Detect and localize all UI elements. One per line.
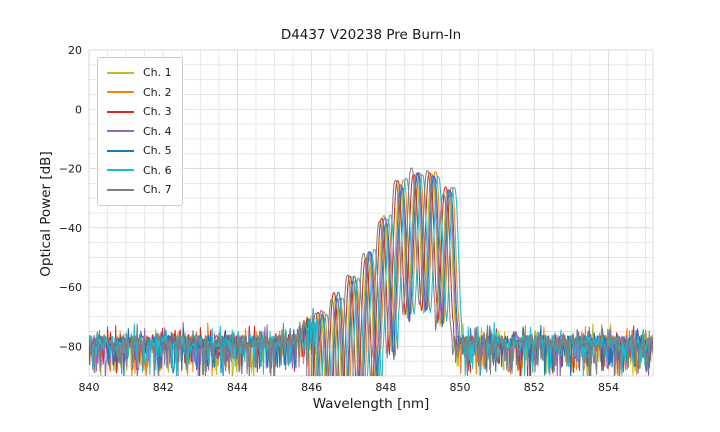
legend-line-swatch	[107, 130, 134, 133]
legend-item-label: Ch. 7	[143, 183, 172, 197]
legend-line-swatch	[107, 149, 134, 152]
legend-item-ch-3: Ch. 3	[107, 102, 172, 122]
legend-item-ch-5: Ch. 5	[107, 141, 172, 161]
legend-item-label: Ch. 1	[143, 66, 172, 80]
x-axis-label: Wavelength [nm]	[312, 396, 430, 412]
legend-item-label: Ch. 6	[143, 163, 172, 177]
legend-item-ch-1: Ch. 1	[107, 63, 172, 83]
legend-item-ch-6: Ch. 6	[107, 161, 172, 181]
legend-item-label: Ch. 4	[143, 124, 172, 138]
y-axis-label: Optical Power [dB]	[38, 151, 54, 277]
legend-item-label: Ch. 3	[143, 105, 172, 119]
legend-item-ch-2: Ch. 2	[107, 83, 172, 103]
legend-line-swatch	[107, 110, 134, 113]
legend-item-ch-4: Ch. 4	[107, 122, 172, 142]
legend: Ch. 1 Ch. 2 Ch. 3 Ch. 4 Ch. 5 Ch. 6 Ch. 7	[97, 57, 183, 206]
legend-line-swatch	[107, 71, 134, 74]
legend-line-swatch	[107, 169, 134, 172]
legend-line-swatch	[107, 91, 134, 94]
legend-item-ch-7: Ch. 7	[107, 180, 172, 200]
legend-item-label: Ch. 2	[143, 85, 172, 99]
legend-item-label: Ch. 5	[143, 144, 172, 158]
chart-title: D4437 V20238 Pre Burn-In	[280, 27, 462, 43]
legend-line-swatch	[107, 188, 134, 191]
